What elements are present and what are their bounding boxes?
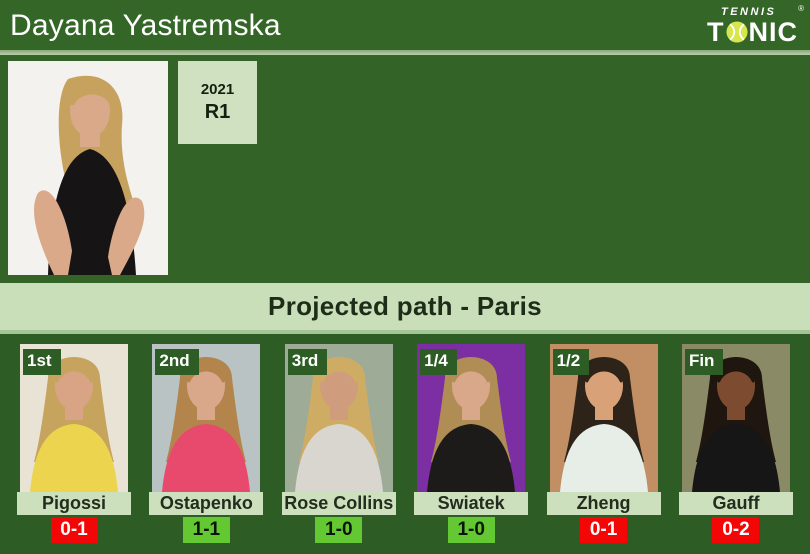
opponent-photo: 2nd — [152, 344, 261, 492]
opponent-card: 2nd Ostapenko 1-1 — [149, 344, 264, 554]
opponent-name: Swiatek — [414, 492, 529, 515]
opponent-card: Fin Gauff 0-2 — [678, 344, 793, 554]
hero-section: 2021 R1 — [0, 55, 810, 283]
opponent-card: 3rd Rose Collins 1-0 — [281, 344, 396, 554]
logo-tonic-t: T — [707, 16, 725, 47]
opponent-card: 1/4 Swiatek 1-0 — [414, 344, 529, 554]
logo-word-tonic: T NIC — [707, 16, 798, 47]
band-divider — [0, 330, 810, 334]
head-to-head-record: 1-1 — [182, 517, 230, 543]
opponent-name: Rose Collins — [281, 492, 396, 515]
opponent-name: Gauff — [678, 492, 793, 515]
head-to-head-record: 1-0 — [315, 517, 363, 543]
section-title-band: Projected path - Paris — [0, 283, 810, 330]
projected-path-row: 1st Pigossi 0-1 2nd Ostapenko 1-1 — [0, 334, 810, 554]
page-title: Dayana Yastremska — [10, 9, 281, 42]
opponent-card: 1/2 Zheng 0-1 — [546, 344, 661, 554]
opponent-card: 1st Pigossi 0-1 — [17, 344, 131, 554]
head-to-head-record: 0-1 — [50, 517, 98, 543]
year-round-box: 2021 R1 — [178, 61, 257, 144]
opponent-photo: 1/2 — [549, 344, 658, 492]
tennis-ball-icon — [725, 21, 748, 43]
round-badge: 1/2 — [552, 349, 590, 375]
logo-tonic-nic: NIC — [748, 16, 798, 47]
head-to-head-record: 0-1 — [580, 517, 628, 543]
opponent-name: Ostapenko — [149, 492, 264, 515]
opponent-photo: 3rd — [284, 344, 393, 492]
round-badge: 1st — [23, 349, 61, 375]
round-badge: 3rd — [287, 349, 328, 375]
section-title: Projected path - Paris — [268, 291, 542, 321]
opponent-photo: Fin — [681, 344, 790, 492]
logo-word-tennis: TENNIS — [721, 5, 777, 18]
header-divider — [0, 50, 810, 55]
round-badge: Fin — [684, 349, 724, 375]
opponent-photo: 1st — [20, 344, 128, 492]
opponent-name: Zheng — [546, 492, 661, 515]
head-to-head-record: 0-2 — [712, 517, 760, 543]
year-label: 2021 — [200, 81, 235, 98]
round-badge: 2nd — [155, 349, 199, 375]
opponent-photo: 1/4 — [417, 344, 526, 492]
registered-trademark-icon: ® — [798, 3, 804, 13]
head-to-head-record: 1-0 — [447, 517, 495, 543]
tennis-tonic-logo: TENNIS ® T NIC — [707, 4, 804, 47]
main-player-photo — [8, 61, 168, 275]
opponent-name: Pigossi — [17, 492, 131, 515]
header: Dayana Yastremska TENNIS ® T NIC — [0, 0, 810, 50]
round-badge: 1/4 — [420, 349, 457, 375]
round-label: R1 — [204, 101, 231, 123]
